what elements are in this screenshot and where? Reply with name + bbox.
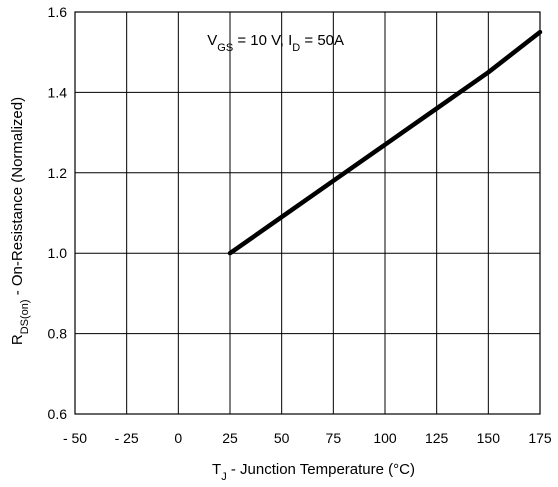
label-main: R [9, 334, 26, 345]
x-tick-label: 175 [528, 430, 552, 446]
y-tick-label: 0.6 [48, 406, 68, 422]
label-main: T [212, 461, 221, 478]
x-axis-title: TJ - Junction Temperature (°C) [212, 461, 415, 483]
annotation-text: = 50A [300, 32, 344, 49]
annotation-subscript: D [292, 42, 300, 54]
y-tick-label: 1.6 [48, 4, 68, 20]
series-line-0 [227, 29, 543, 256]
x-tick-label: 150 [477, 430, 501, 446]
plot-frame [74, 11, 541, 415]
condition-annotation: VGS = 10 V, ID = 50A [207, 32, 344, 54]
x-tick-label: 25 [222, 430, 238, 446]
x-tick-label: 50 [274, 430, 290, 446]
x-tick-label: - 25 [115, 430, 139, 446]
label-rest: - On-Resistance (Normalized) [9, 97, 26, 300]
y-tick-label: 0.8 [48, 326, 68, 342]
x-tick-label: 100 [373, 430, 397, 446]
x-tick-label: 125 [425, 430, 449, 446]
data-series [227, 29, 543, 256]
x-tick-label: 75 [326, 430, 342, 446]
y-tick-label: 1.4 [48, 84, 68, 100]
x-tick-label: 0 [174, 430, 182, 446]
label-rest: - Junction Temperature (°C) [227, 461, 415, 478]
x-tick-labels: - 50 - 25 0 25 50 75 100 125 150 175 [63, 430, 552, 446]
y-tick-labels: 0.6 0.8 1.0 1.2 1.4 1.6 [48, 4, 68, 422]
annotation-subscript: GS [217, 42, 233, 54]
annotation-text: = 10 V, I [233, 32, 292, 49]
y-tick-label: 1.2 [48, 165, 68, 181]
y-axis-title: RDS(on) - On-Resistance (Normalized) [9, 97, 31, 345]
annotation-text: V [207, 32, 217, 49]
label-subscript: J [221, 471, 227, 483]
label-subscript: DS(on) [19, 299, 31, 334]
y-tick-label: 1.0 [48, 245, 68, 261]
x-tick-label: - 50 [63, 430, 87, 446]
grid-lines [74, 11, 541, 415]
